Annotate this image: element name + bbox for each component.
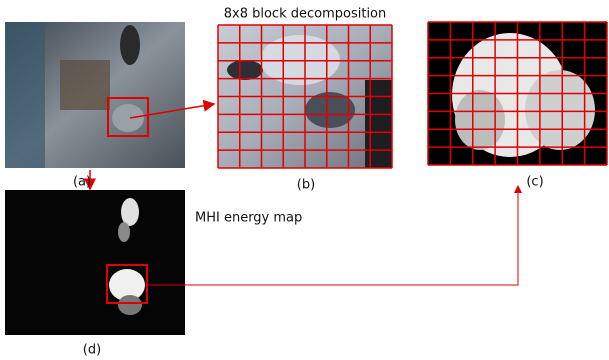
image-b	[218, 25, 392, 168]
connector	[147, 186, 518, 285]
page: {"header": {"title": "8x8 block decompos…	[0, 0, 609, 360]
panel-label: (b)	[297, 178, 315, 193]
annotation: MHI energy map	[195, 211, 302, 226]
title: 8x8 block decomposition	[224, 7, 387, 22]
image-d	[5, 190, 185, 335]
panel-label: (a)	[73, 175, 91, 190]
panel-label: (d)	[83, 343, 101, 358]
image-a	[5, 22, 185, 168]
figure: 8x8 block decomposition MHI energy map (…	[0, 0, 609, 360]
body: 8x8 block decomposition MHI energy map (…	[0, 0, 609, 360]
panel-label: (c)	[526, 175, 543, 190]
image-c	[428, 22, 607, 165]
